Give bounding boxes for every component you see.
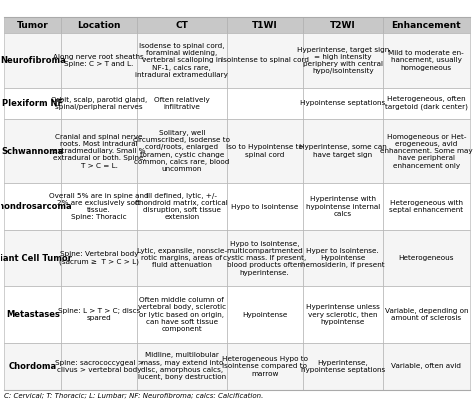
Text: Hyperintense,
hypointense septations: Hyperintense, hypointense septations bbox=[301, 360, 385, 373]
Text: Hyperintense unless
very sclerotic, then
hypointense: Hyperintense unless very sclerotic, then… bbox=[306, 305, 380, 325]
Text: Giant Cell Tumor: Giant Cell Tumor bbox=[0, 254, 72, 263]
Bar bbox=[137, 286, 227, 343]
Text: Neurofibroma: Neurofibroma bbox=[0, 56, 65, 65]
Text: Along nerve root sheaths.
Spine: C > T and L.: Along nerve root sheaths. Spine: C > T a… bbox=[53, 54, 146, 67]
Bar bbox=[302, 230, 383, 286]
Text: Mild to moderate en-
hancement, usually
homogeneous: Mild to moderate en- hancement, usually … bbox=[389, 50, 464, 71]
Text: Hypo to isointense,
multicompartmented
cystic mass. If present,
blood products o: Hypo to isointense, multicompartmented c… bbox=[223, 241, 306, 276]
Bar bbox=[302, 88, 383, 119]
Bar bbox=[61, 119, 137, 183]
Bar bbox=[137, 230, 227, 286]
Text: Heterogeneous with
septal enhancement: Heterogeneous with septal enhancement bbox=[389, 200, 464, 213]
Text: Orbit, scalp, parotid gland,
spinal/peripheral nerves: Orbit, scalp, parotid gland, spinal/peri… bbox=[51, 97, 147, 110]
Bar bbox=[61, 230, 137, 286]
Bar bbox=[4, 286, 61, 343]
Bar bbox=[4, 17, 61, 34]
Text: Chordoma: Chordoma bbox=[9, 362, 57, 371]
Text: Heterogeneous Hypo to
Isointense compared to
marrow: Heterogeneous Hypo to Isointense compare… bbox=[222, 356, 308, 377]
Text: T2WI: T2WI bbox=[330, 21, 356, 30]
Bar bbox=[227, 286, 302, 343]
Text: Hypointense: Hypointense bbox=[242, 312, 287, 318]
Bar bbox=[137, 88, 227, 119]
Bar bbox=[383, 343, 470, 390]
Bar bbox=[137, 343, 227, 390]
Text: Metastases: Metastases bbox=[6, 310, 60, 319]
Bar bbox=[4, 343, 61, 390]
Bar bbox=[227, 34, 302, 88]
Text: Often relatively
infiltrative: Often relatively infiltrative bbox=[154, 97, 210, 110]
Bar bbox=[227, 183, 302, 230]
Bar bbox=[227, 119, 302, 183]
Bar bbox=[383, 183, 470, 230]
Text: Heterogeneous, often
targetoid (dark center): Heterogeneous, often targetoid (dark cen… bbox=[385, 97, 468, 110]
Text: Often middle column of
vertebral body, sclerotic
or lytic based on origin,
can h: Often middle column of vertebral body, s… bbox=[138, 297, 226, 332]
Bar bbox=[61, 286, 137, 343]
Text: C: Cervical; T: Thoracic; L: Lumbar; NF: Neurofibroma; calcs: Calcification.: C: Cervical; T: Thoracic; L: Lumbar; NF:… bbox=[4, 393, 264, 399]
Bar bbox=[61, 88, 137, 119]
Text: Overall 5% are in spine and
2% are exclusively soft
tissue.
Spine: Thoracic: Overall 5% are in spine and 2% are exclu… bbox=[49, 193, 149, 221]
Text: Schwannoma: Schwannoma bbox=[1, 147, 64, 156]
Bar bbox=[61, 34, 137, 88]
Bar bbox=[302, 34, 383, 88]
Text: Hypointense septations: Hypointense septations bbox=[300, 100, 385, 106]
Bar bbox=[302, 343, 383, 390]
Text: Hyperintense, some can
have target sign: Hyperintense, some can have target sign bbox=[299, 145, 387, 158]
Text: Hyperintense with
hypointense internal
calcs: Hyperintense with hypointense internal c… bbox=[306, 196, 380, 217]
Text: Ill defined, lytic, +/-
chondroid matrix, cortical
disruption, soft tissue
exten: Ill defined, lytic, +/- chondroid matrix… bbox=[136, 193, 228, 221]
Text: Spine: Vertebral body
(sacrum ≥  T > C > L): Spine: Vertebral body (sacrum ≥ T > C > … bbox=[59, 251, 139, 265]
Text: Plexiform NF: Plexiform NF bbox=[2, 99, 64, 108]
Text: Hyperintense, target sign
= high intensity
periphery with central
hypo/isointens: Hyperintense, target sign = high intensi… bbox=[297, 46, 389, 74]
Text: Homogeneous or Het-
erogeneous, avid
enhancement. Some may
have peripheral
enhan: Homogeneous or Het- erogeneous, avid enh… bbox=[380, 134, 473, 168]
Text: Hypo to Isointense: Hypo to Isointense bbox=[231, 204, 298, 210]
Bar bbox=[227, 17, 302, 34]
Bar bbox=[227, 88, 302, 119]
Text: Enhancement: Enhancement bbox=[392, 21, 461, 30]
Bar bbox=[383, 286, 470, 343]
Text: CT: CT bbox=[175, 21, 188, 30]
Bar bbox=[383, 34, 470, 88]
Bar bbox=[61, 17, 137, 34]
Text: Midline, multilobular
mass, may extend into
disc, amorphous calcs,
lucent, bony : Midline, multilobular mass, may extend i… bbox=[138, 353, 226, 380]
Bar bbox=[383, 17, 470, 34]
Text: Chondrosarcoma: Chondrosarcoma bbox=[0, 202, 73, 211]
Bar bbox=[4, 88, 61, 119]
Bar bbox=[302, 119, 383, 183]
Bar bbox=[227, 343, 302, 390]
Text: Tumor: Tumor bbox=[17, 21, 49, 30]
Text: T1WI: T1WI bbox=[252, 21, 278, 30]
Text: Cranial and spinal nerve
roots. Most intradural
extradmedullary. Small %
extradu: Cranial and spinal nerve roots. Most int… bbox=[53, 134, 146, 168]
Text: Isointense to spinal cord: Isointense to spinal cord bbox=[221, 57, 309, 63]
Bar bbox=[227, 230, 302, 286]
Text: Spine: sacrococcygeal >
clivus > vertebral body: Spine: sacrococcygeal > clivus > vertebr… bbox=[55, 360, 144, 373]
Bar bbox=[137, 183, 227, 230]
Bar bbox=[302, 183, 383, 230]
Bar bbox=[383, 88, 470, 119]
Text: Iso to Hypointense to
spinal cord: Iso to Hypointense to spinal cord bbox=[226, 145, 303, 158]
Bar bbox=[61, 343, 137, 390]
Text: Solitary, well
circumscribed, isodense to
cord/roots, enlarged
foramen, cystic c: Solitary, well circumscribed, isodense t… bbox=[133, 130, 230, 172]
Text: Heterogeneous: Heterogeneous bbox=[399, 255, 454, 261]
Bar bbox=[302, 286, 383, 343]
Text: Variable, often avid: Variable, often avid bbox=[392, 363, 461, 369]
Text: Location: Location bbox=[77, 21, 121, 30]
Bar bbox=[137, 119, 227, 183]
Bar bbox=[4, 230, 61, 286]
Text: Hyper to Isointense.
Hypointense
hemosiderin, if present: Hyper to Isointense. Hypointense hemosid… bbox=[301, 248, 385, 268]
Text: Spine: L > T > C; discs
spared: Spine: L > T > C; discs spared bbox=[58, 308, 140, 321]
Bar bbox=[383, 119, 470, 183]
Bar bbox=[61, 183, 137, 230]
Text: Variable, depending on
amount of sclerosis: Variable, depending on amount of scleros… bbox=[384, 308, 468, 321]
Bar bbox=[137, 17, 227, 34]
Bar bbox=[137, 34, 227, 88]
Text: Lytic, expansile, nonscle-
rotic margins, areas of
fluid attenuation: Lytic, expansile, nonscle- rotic margins… bbox=[137, 248, 227, 268]
Bar bbox=[4, 119, 61, 183]
Text: Isodense to spinal cord,
foraminal widening,
vertebral scalloping in
NF-1, calcs: Isodense to spinal cord, foraminal widen… bbox=[136, 43, 228, 78]
Bar bbox=[302, 17, 383, 34]
Bar bbox=[4, 34, 61, 88]
Bar bbox=[4, 183, 61, 230]
Bar bbox=[383, 230, 470, 286]
